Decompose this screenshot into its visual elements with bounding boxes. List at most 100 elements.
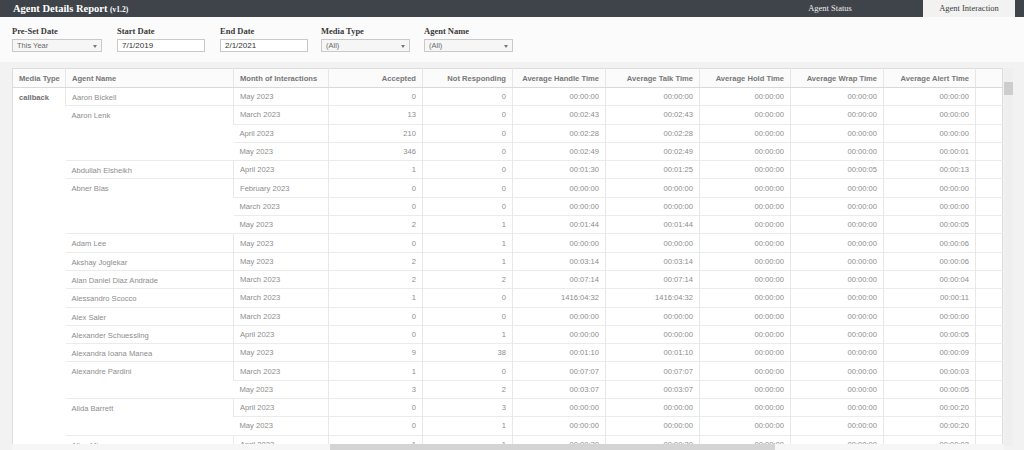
filter-preset-date: Pre-Set Date This Year — [12, 26, 102, 52]
cell-month: April 2023 — [234, 399, 329, 417]
cell-average-wrap-time: 00:00:00 — [791, 234, 884, 252]
cell-month: March 2023 — [234, 307, 329, 325]
cell-average-hold-time: 00:00:00 — [700, 325, 791, 343]
cell-average-talk-time: 00:03:07 — [606, 380, 700, 398]
cell-month: March 2023 — [234, 289, 329, 307]
cell-not-responding: 1 — [423, 325, 513, 343]
cell-spacer — [976, 380, 1003, 398]
media-type-dropdown[interactable]: (All) — [321, 39, 410, 52]
cell-spacer — [976, 88, 1003, 106]
cell-media-type: callback — [13, 88, 66, 447]
cell-average-handle-time: 00:00:00 — [513, 179, 606, 197]
cell-not-responding: 0 — [423, 124, 513, 142]
cell-not-responding: 38 — [423, 344, 513, 362]
cell-agent-name: Alessandro Scocco — [66, 289, 234, 307]
cell-average-alert-time: 00:00:03 — [884, 362, 976, 380]
cell-average-hold-time: 00:00:00 — [700, 197, 791, 215]
filter-end-date: End Date — [220, 26, 308, 52]
cell-month: February 2023 — [234, 179, 329, 197]
vertical-scrollbar[interactable] — [1004, 68, 1013, 446]
end-date-input[interactable] — [220, 39, 308, 52]
cell-not-responding: 0 — [423, 289, 513, 307]
cell-accepted: 0 — [329, 325, 423, 343]
cell-accepted: 2 — [329, 252, 423, 270]
cell-spacer — [976, 179, 1003, 197]
preset-date-dropdown[interactable]: This Year — [12, 39, 102, 52]
cell-accepted: 2 — [329, 216, 423, 234]
cell-average-talk-time: 00:01:10 — [606, 344, 700, 362]
cell-average-wrap-time: 00:00:00 — [791, 142, 884, 160]
cell-average-alert-time: 00:00:05 — [884, 380, 976, 398]
cell-average-wrap-time: 00:00:00 — [791, 216, 884, 234]
cell-average-alert-time: 00:00:00 — [884, 88, 976, 106]
table-row: Alexander SchuesslingApril 20230100:00:0… — [13, 325, 1003, 343]
preset-date-value: This Year — [17, 41, 48, 50]
table-row: Akshay JoglekarMay 20232100:03:1400:03:1… — [13, 252, 1003, 270]
cell-average-wrap-time: 00:00:00 — [791, 179, 884, 197]
cell-average-wrap-time: 00:00:00 — [791, 325, 884, 343]
cell-average-handle-time: 00:01:44 — [513, 216, 606, 234]
agent-name-dropdown[interactable]: (All) — [424, 39, 513, 52]
cell-month: March 2023 — [234, 106, 329, 124]
cell-agent-name: Alan Daniel Diaz Andrade — [66, 270, 234, 288]
cell-average-wrap-time: 00:00:00 — [791, 399, 884, 417]
table-row: Alex SalerMarch 20230000:00:0000:00:0000… — [13, 307, 1003, 325]
cell-average-hold-time: 00:00:00 — [700, 234, 791, 252]
cell-month: May 2023 — [234, 417, 329, 435]
cell-average-handle-time: 00:01:30 — [513, 161, 606, 179]
cell-average-handle-time: 00:00:00 — [513, 307, 606, 325]
cell-agent-name: Aaron Lenk — [66, 106, 234, 161]
cell-accepted: 1 — [329, 362, 423, 380]
cell-average-hold-time: 00:00:00 — [700, 216, 791, 234]
cell-not-responding: 0 — [423, 307, 513, 325]
cell-average-talk-time: 00:03:14 — [606, 252, 700, 270]
cell-accepted: 0 — [329, 417, 423, 435]
column-header-spacer — [976, 69, 1003, 88]
cell-average-handle-time: 00:00:00 — [513, 417, 606, 435]
cell-accepted: 0 — [329, 88, 423, 106]
cell-agent-name: Adam Lee — [66, 234, 234, 252]
cell-accepted: 0 — [329, 197, 423, 215]
cell-average-hold-time: 00:00:00 — [700, 289, 791, 307]
cell-accepted: 1 — [329, 161, 423, 179]
cell-spacer — [976, 399, 1003, 417]
cell-not-responding: 0 — [423, 142, 513, 160]
cell-average-hold-time: 00:00:00 — [700, 380, 791, 398]
cell-average-handle-time: 00:00:00 — [513, 88, 606, 106]
table-row: Alexandra Ioana ManeaMay 202393800:01:10… — [13, 344, 1003, 362]
vertical-scrollbar-thumb[interactable] — [1004, 82, 1013, 95]
cell-accepted: 346 — [329, 142, 423, 160]
cell-month: May 2023 — [234, 252, 329, 270]
start-date-input[interactable] — [117, 39, 205, 52]
cell-spacer — [976, 289, 1003, 307]
cell-month: May 2023 — [234, 234, 329, 252]
column-header: Month of Interactions — [234, 69, 329, 88]
table-row: Alan Daniel Diaz AndradeMarch 20232200:0… — [13, 270, 1003, 288]
cell-accepted: 0 — [329, 234, 423, 252]
tab-agent-status[interactable]: Agent Status — [740, 0, 920, 17]
cell-average-alert-time: 00:00:06 — [884, 252, 976, 270]
column-header: Average Talk Time — [606, 69, 700, 88]
column-header: Agent Name — [66, 69, 234, 88]
tab-agent-interaction[interactable]: Agent Interaction — [923, 0, 1015, 17]
cell-month: May 2023 — [234, 88, 329, 106]
cell-month: March 2023 — [234, 362, 329, 380]
horizontal-scrollbar-thumb[interactable] — [330, 444, 775, 450]
cell-accepted: 0 — [329, 307, 423, 325]
cell-average-talk-time: 00:02:28 — [606, 124, 700, 142]
preset-date-label: Pre-Set Date — [12, 26, 102, 36]
horizontal-scrollbar[interactable] — [12, 444, 1004, 450]
cell-not-responding: 0 — [423, 106, 513, 124]
cell-not-responding: 2 — [423, 270, 513, 288]
cell-not-responding: 0 — [423, 179, 513, 197]
cell-spacer — [976, 142, 1003, 160]
cell-month: March 2023 — [234, 270, 329, 288]
cell-average-hold-time: 00:00:00 — [700, 161, 791, 179]
cell-average-talk-time: 00:00:00 — [606, 325, 700, 343]
cell-not-responding: 0 — [423, 161, 513, 179]
cell-average-wrap-time: 00:00:00 — [791, 289, 884, 307]
cell-agent-name: Alida Barrett — [66, 399, 234, 436]
cell-month: March 2023 — [234, 197, 329, 215]
cell-spacer — [976, 161, 1003, 179]
column-header: Accepted — [329, 69, 423, 88]
